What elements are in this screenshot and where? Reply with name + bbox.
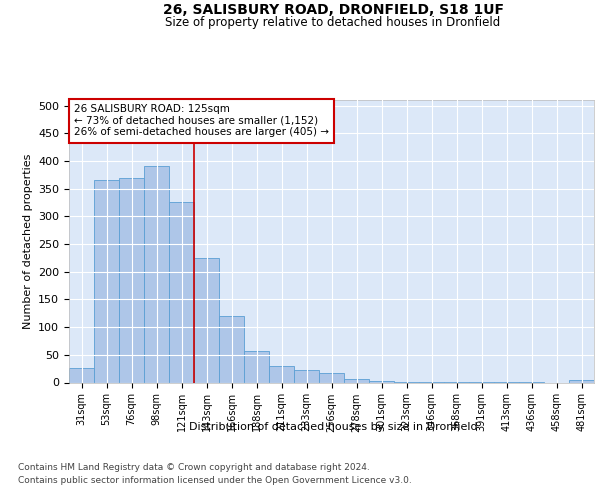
Y-axis label: Number of detached properties: Number of detached properties bbox=[23, 154, 32, 329]
Bar bbox=[169, 202, 194, 382]
Bar bbox=[219, 316, 244, 382]
Bar bbox=[119, 178, 144, 382]
Bar bbox=[369, 381, 394, 382]
Bar bbox=[69, 368, 94, 382]
Text: Contains public sector information licensed under the Open Government Licence v3: Contains public sector information licen… bbox=[18, 476, 412, 485]
Text: 26 SALISBURY ROAD: 125sqm
← 73% of detached houses are smaller (1,152)
26% of se: 26 SALISBURY ROAD: 125sqm ← 73% of detac… bbox=[74, 104, 329, 138]
Text: Size of property relative to detached houses in Dronfield: Size of property relative to detached ho… bbox=[166, 16, 500, 29]
Bar bbox=[244, 351, 269, 382]
Text: 26, SALISBURY ROAD, DRONFIELD, S18 1UF: 26, SALISBURY ROAD, DRONFIELD, S18 1UF bbox=[163, 2, 503, 16]
Bar bbox=[194, 258, 219, 382]
Bar bbox=[144, 166, 169, 382]
Bar bbox=[94, 180, 119, 382]
Bar bbox=[569, 380, 594, 382]
Text: Contains HM Land Registry data © Crown copyright and database right 2024.: Contains HM Land Registry data © Crown c… bbox=[18, 462, 370, 471]
Bar bbox=[269, 366, 294, 382]
Bar bbox=[294, 370, 319, 382]
Bar bbox=[344, 378, 369, 382]
Text: Distribution of detached houses by size in Dronfield: Distribution of detached houses by size … bbox=[188, 422, 478, 432]
Bar bbox=[319, 373, 344, 382]
